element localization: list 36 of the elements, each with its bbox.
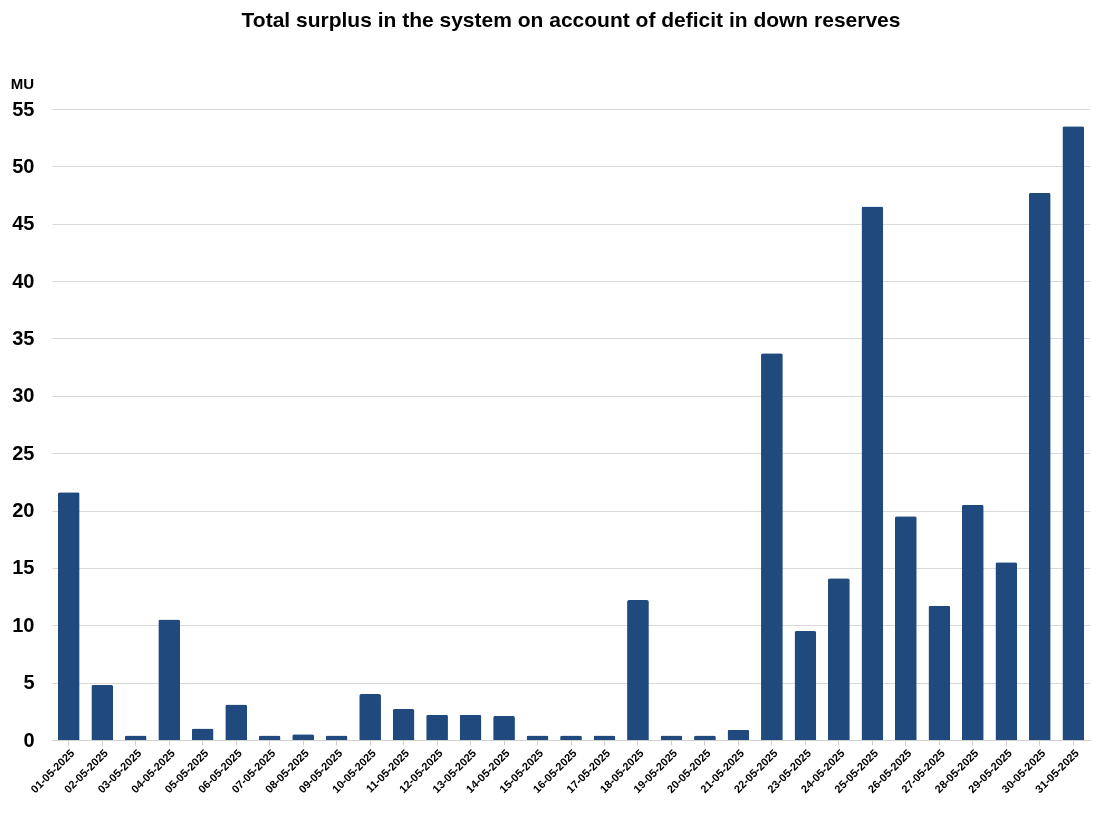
bar xyxy=(459,714,482,740)
bar xyxy=(191,728,214,740)
y-tick-label: 10 xyxy=(12,613,35,636)
y-tick-label: 15 xyxy=(12,556,35,579)
bar xyxy=(827,578,850,740)
bar xyxy=(995,562,1018,740)
bar xyxy=(426,714,448,740)
bar xyxy=(158,619,181,740)
y-tick-label: 35 xyxy=(12,326,35,349)
y-tick-label: 50 xyxy=(12,154,35,177)
bar xyxy=(894,516,917,740)
bar xyxy=(225,704,248,740)
y-tick-label: 25 xyxy=(12,441,35,464)
bar xyxy=(359,694,381,740)
bar xyxy=(928,605,951,740)
bar xyxy=(392,709,415,740)
bar xyxy=(627,600,649,740)
bar xyxy=(1028,192,1051,740)
bar xyxy=(761,353,783,740)
bar xyxy=(57,492,80,740)
y-tick-label: 40 xyxy=(12,269,35,292)
y-tick-label: 5 xyxy=(23,671,35,694)
bar xyxy=(1062,126,1085,740)
y-tick-label: 0 xyxy=(23,728,35,751)
chart-title: Total surplus in the system on account of deficit in down reserves xyxy=(241,8,901,31)
y-axis-title: MU xyxy=(10,74,35,92)
bar xyxy=(91,684,114,740)
y-tick-label: 55 xyxy=(12,97,35,120)
bar xyxy=(794,631,817,740)
bar xyxy=(493,715,515,740)
y-tick-label: 30 xyxy=(12,384,35,407)
bar xyxy=(727,729,750,740)
y-tick-label: 20 xyxy=(12,499,35,522)
bar xyxy=(961,504,984,740)
bar xyxy=(861,206,884,740)
y-tick-label: 45 xyxy=(12,212,35,235)
